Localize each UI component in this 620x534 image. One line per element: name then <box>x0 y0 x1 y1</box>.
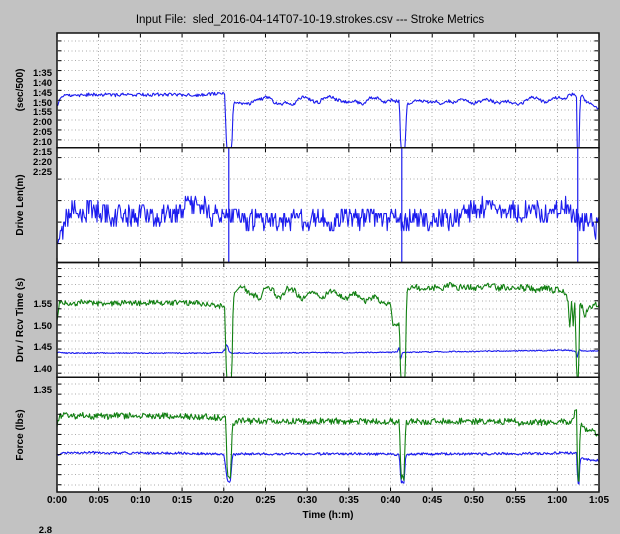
series-drive_time_s <box>57 344 599 360</box>
x-tick-label: 0:20 <box>213 495 234 506</box>
subplot-frame <box>56 376 600 493</box>
y-tick-label: 1.35 <box>33 385 53 397</box>
x-tick-label: 0:05 <box>88 495 109 506</box>
x-tick-label: 0:35 <box>338 495 359 506</box>
x-tick-label: 0:10 <box>130 495 151 506</box>
series-peak_force_lbs <box>57 409 599 482</box>
y-tick-label: 1.45 <box>33 342 53 354</box>
y-tick-label: 1.50 <box>33 320 53 332</box>
x-tick-label: 0:30 <box>297 495 318 506</box>
x-tick-label: 1:05 <box>588 495 609 506</box>
subplot-3 <box>57 377 599 492</box>
series-drive_length_m <box>57 195 599 245</box>
y-tick-label: 2:15 <box>32 147 52 159</box>
y-tick-label: 1:45 <box>32 87 52 99</box>
series-pace_sec_per_500m <box>57 91 599 148</box>
subplot-frame <box>56 261 600 378</box>
y-axis-label: (sec/500) <box>15 68 26 112</box>
y-tick-label: 2:05 <box>32 127 52 139</box>
x-tick-label: 0:25 <box>255 495 276 506</box>
subplot-frame <box>56 32 600 149</box>
subplot-frame <box>56 147 600 264</box>
subplot-0 <box>57 33 599 148</box>
subplot-1 <box>57 147 599 263</box>
y-tick-label: 1:40 <box>32 77 52 89</box>
y-tick-label: 2.8 <box>38 525 52 534</box>
x-tick-label: 0:15 <box>172 495 193 506</box>
x-tick-label: 0:40 <box>380 495 401 506</box>
y-axis-label: Drive Len(m) <box>15 174 26 236</box>
series-recovery_time_s <box>57 281 599 378</box>
y-tick-label: 2:20 <box>32 156 52 168</box>
y-tick-label: 2:25 <box>32 166 52 178</box>
y-tick-label: 1.55 <box>33 299 53 311</box>
series-avg_force_lbs <box>57 450 599 485</box>
x-axis-title: Time (h:m) <box>302 510 354 521</box>
x-tick-label: 0:50 <box>463 495 484 506</box>
y-tick-label: 1:35 <box>32 67 52 79</box>
y-axis-label: Drv / Rcv Time (s) <box>15 277 26 363</box>
y-tick-label: 1:50 <box>32 97 52 109</box>
y-axis-label: Force (lbs) <box>15 409 26 461</box>
chart-title: Input File: sled_2016-04-14T07-10-19.str… <box>135 14 485 26</box>
y-tick-label: 2:00 <box>32 117 52 129</box>
y-tick-label: 1.40 <box>33 363 53 375</box>
x-tick-label: 1:00 <box>547 495 568 506</box>
y-tick-label: 1:55 <box>32 107 52 119</box>
y-tick-label: 2:10 <box>32 137 52 149</box>
x-tick-label: 0:55 <box>505 495 526 506</box>
x-tick-label: 0:45 <box>422 495 443 506</box>
subplot-2 <box>57 262 599 378</box>
x-tick-label: 0:00 <box>46 495 67 506</box>
